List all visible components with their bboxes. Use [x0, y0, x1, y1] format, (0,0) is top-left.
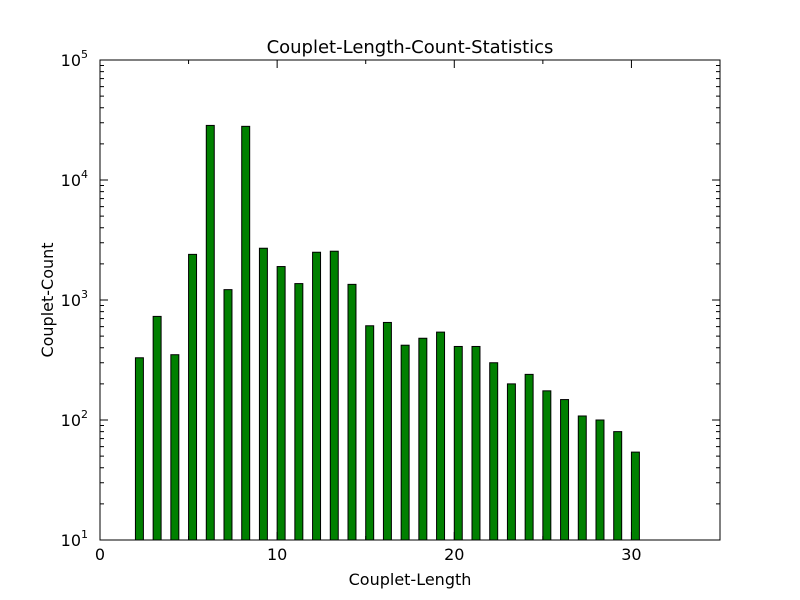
bar-28	[595, 419, 605, 541]
bar-4	[170, 354, 180, 541]
bar-29	[613, 431, 623, 541]
bar-13	[329, 250, 339, 541]
bar-8	[241, 125, 251, 541]
y-axis-label: Couplet-Count	[38, 242, 57, 357]
bar-17	[400, 344, 410, 541]
bar-25	[542, 390, 552, 541]
bar-18	[418, 337, 428, 541]
bar-6	[205, 124, 215, 541]
x-tick-label: 0	[95, 545, 105, 564]
bar-30	[630, 451, 640, 541]
bar-3	[152, 315, 162, 541]
bar-27	[577, 415, 587, 541]
y-tick-label: 105	[61, 48, 88, 70]
x-tick-label: 20	[444, 545, 464, 564]
bar-9	[258, 247, 268, 541]
x-tick-label: 30	[621, 545, 641, 564]
bar-24	[524, 373, 534, 541]
bar-10	[276, 266, 286, 541]
bar-12	[312, 251, 322, 541]
y-tick-label: 103	[61, 288, 88, 310]
bar-2	[134, 357, 144, 541]
x-axis-label: Couplet-Length	[349, 570, 472, 589]
bar-19	[436, 331, 446, 541]
bar-5	[188, 253, 198, 541]
chart-title: Couplet-Length-Count-Statistics	[267, 37, 554, 58]
bar-7	[223, 289, 233, 541]
x-tick-label: 10	[267, 545, 287, 564]
bar-20	[453, 345, 463, 541]
bar-16	[382, 321, 392, 541]
y-tick-label: 104	[61, 168, 88, 190]
bar-26	[560, 399, 570, 541]
bar-21	[471, 345, 481, 541]
bars-group	[134, 124, 640, 541]
bar-11	[294, 283, 304, 541]
bar-15	[365, 325, 375, 541]
y-tick-label: 102	[61, 408, 88, 430]
bar-14	[347, 283, 357, 541]
bar-23	[506, 383, 516, 541]
axis-ticks: 0 10 20 30 101 102 103 104 105	[61, 48, 720, 564]
bar-22	[489, 362, 499, 541]
y-tick-label: 101	[61, 528, 88, 550]
